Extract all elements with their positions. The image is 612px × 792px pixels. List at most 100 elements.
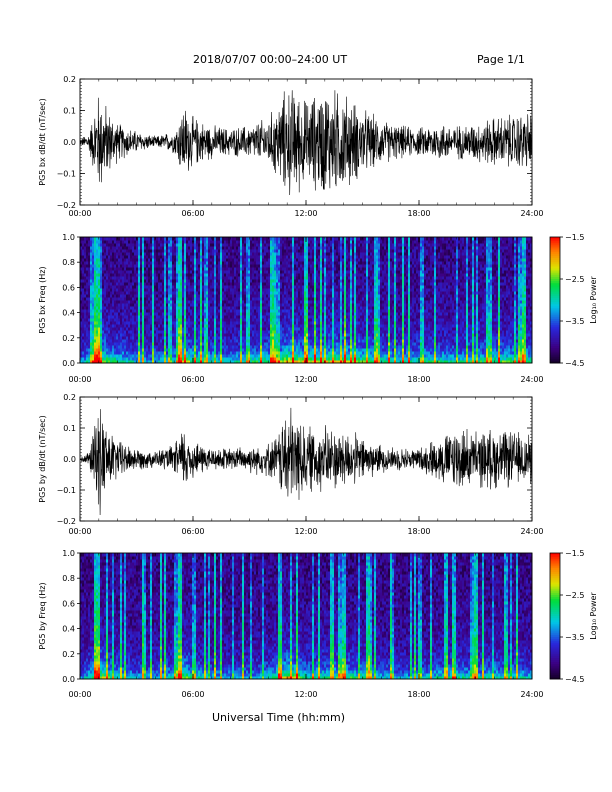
spectrogram-cell: [284, 264, 287, 268]
spectrogram-cell: [136, 303, 139, 307]
spectrogram-cell: [168, 258, 171, 262]
spectrogram-cell: [186, 345, 189, 349]
spectrogram-cell: [256, 348, 259, 352]
spectrogram-cell: [196, 252, 199, 256]
spectrogram-cell: [118, 282, 121, 286]
spectrogram-cell: [280, 336, 283, 340]
spectrogram-cell: [96, 267, 99, 271]
spectrogram-cell: [218, 360, 221, 364]
spectrogram-cell: [272, 312, 275, 316]
spectrogram-cell: [196, 267, 199, 271]
spectrogram-cell: [264, 297, 267, 301]
spectrogram-cell: [306, 306, 309, 310]
spectrogram-cell: [270, 312, 273, 316]
spectrogram-cell: [166, 354, 169, 358]
spectrogram-cell: [158, 306, 161, 310]
spectrogram-cell: [276, 351, 279, 355]
spectrogram-cell: [128, 354, 131, 358]
spectrogram-cell: [86, 243, 89, 247]
spectrogram-cell: [298, 348, 301, 352]
spectrogram-cell: [94, 270, 97, 274]
spectrogram-cell: [268, 357, 271, 361]
spectrogram-cell: [262, 264, 265, 268]
spectrogram-cell: [256, 243, 259, 247]
spectrogram-cell: [130, 321, 133, 325]
spectrogram-cell: [212, 243, 215, 247]
spectrogram-cell: [124, 336, 127, 340]
spectrogram-cell: [156, 246, 159, 250]
spectrogram-cell: [120, 339, 123, 343]
spectrogram-cell: [302, 351, 305, 355]
spectrogram-cell: [98, 258, 101, 262]
spectrogram-cell: [226, 303, 229, 307]
spectrogram-cell: [134, 249, 137, 253]
spectrogram-cell: [210, 294, 213, 298]
spectrogram-cell: [206, 318, 209, 322]
spectrogram-cell: [182, 288, 185, 292]
spectrogram-cell: [108, 282, 111, 286]
spectrogram-cell: [254, 243, 257, 247]
spectrogram-cell: [220, 321, 223, 325]
spectrogram-cell: [288, 303, 291, 307]
spectrogram-cell: [276, 288, 279, 292]
spectrogram-cell: [120, 342, 123, 346]
spectrogram-cell: [226, 330, 229, 334]
spectrogram-cell: [180, 324, 183, 328]
spectrogram-cell: [128, 306, 131, 310]
spectrogram-cell: [262, 348, 265, 352]
spectrogram-cell: [112, 255, 115, 259]
spectrogram-cell: [106, 267, 109, 271]
spectrogram-cell: [224, 267, 227, 271]
spectrogram-cell: [294, 327, 297, 331]
spectrogram-cell: [142, 306, 145, 310]
spectrogram-cell: [272, 246, 275, 250]
spectrogram-cell: [126, 318, 129, 322]
spectrogram-cell: [146, 285, 149, 289]
spectrogram-cell: [268, 294, 271, 298]
spectrogram-cell: [248, 342, 251, 346]
spectrogram-cell: [224, 297, 227, 301]
spectrogram-cell: [100, 246, 103, 250]
spectrogram-cell: [276, 243, 279, 247]
spectrogram-cell: [86, 285, 89, 289]
spectrogram-cell: [194, 339, 197, 343]
spectrogram-cell: [244, 294, 247, 298]
spectrogram-cell: [84, 291, 87, 295]
spectrogram-cell: [234, 327, 237, 331]
spectrogram-cell: [232, 273, 235, 277]
spectrogram-cell: [178, 342, 181, 346]
spectrogram-cell: [262, 249, 265, 253]
spectrogram-cell: [98, 249, 101, 253]
spectrogram-cell: [132, 282, 135, 286]
spectrogram-cell: [138, 243, 141, 247]
spectrogram-cell: [142, 252, 145, 256]
spectrogram-cell: [278, 246, 281, 250]
spectrogram-cell: [300, 309, 303, 313]
spectrogram-cell: [272, 339, 275, 343]
spectrogram-cell: [190, 342, 193, 346]
spectrogram-cell: [182, 237, 185, 241]
spectrogram-cell: [276, 360, 279, 364]
spectrogram-cell: [106, 342, 109, 346]
spectrogram-cell: [222, 342, 225, 346]
spectrogram-cell: [196, 291, 199, 295]
spectrogram-cell: [308, 303, 311, 307]
spectrogram-cell: [84, 270, 87, 274]
spectrogram-cell: [136, 249, 139, 253]
spectrogram-cell: [198, 336, 201, 340]
spectrogram-cell: [112, 252, 115, 256]
spectrogram-cell: [102, 258, 105, 262]
spectrogram-cell: [124, 309, 127, 313]
spectrogram-cell: [246, 282, 249, 286]
spectrogram-cell: [126, 255, 129, 259]
spectrogram-cell: [176, 264, 179, 268]
spectrogram-cell: [224, 315, 227, 319]
spectrogram-cell: [194, 273, 197, 277]
spectrogram-cell: [210, 240, 213, 244]
spectrogram-cell: [222, 273, 225, 277]
spectrogram-cell: [208, 267, 211, 271]
spectrogram-cell: [102, 306, 105, 310]
spectrogram-cell: [290, 249, 293, 253]
spectrogram-cell: [192, 318, 195, 322]
spectrogram-cell: [156, 318, 159, 322]
